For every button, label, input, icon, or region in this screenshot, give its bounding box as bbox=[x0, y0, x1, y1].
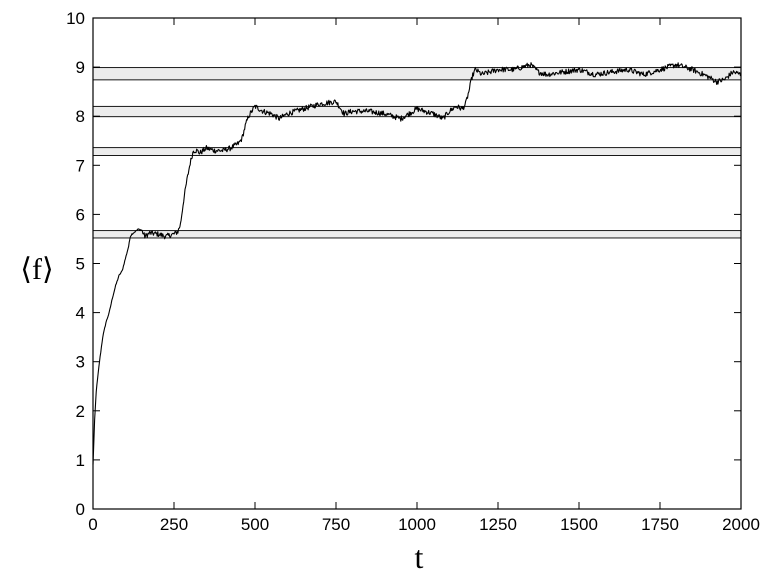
x-axis-label: t bbox=[415, 539, 424, 571]
y-axis-ticks: 0 1 2 3 4 5 6 7 8 9 10 bbox=[66, 9, 741, 519]
y-tick-label: 8 bbox=[76, 107, 85, 126]
y-tick-label: 3 bbox=[76, 353, 85, 372]
y-tick-label: 4 bbox=[76, 304, 85, 323]
y-tick-label: 2 bbox=[76, 402, 85, 421]
y-tick-label: 7 bbox=[76, 156, 85, 175]
x-axis-ticks: 0 250 500 750 1000 1250 1500 1750 2000 bbox=[88, 18, 760, 534]
x-tick-label: 1500 bbox=[560, 515, 598, 534]
x-tick-label: 750 bbox=[322, 515, 350, 534]
y-tick-label: 5 bbox=[76, 255, 85, 274]
y-tick-label: 6 bbox=[76, 205, 85, 224]
y-tick-label: 0 bbox=[76, 500, 85, 519]
x-tick-label: 500 bbox=[241, 515, 269, 534]
x-tick-label: 1250 bbox=[479, 515, 517, 534]
y-tick-label: 9 bbox=[76, 58, 85, 77]
x-tick-label: 2000 bbox=[722, 515, 760, 534]
y-axis-label: ⟨f⟩ bbox=[20, 253, 53, 286]
reference-band-1 bbox=[92, 147, 742, 156]
x-tick-label: 1750 bbox=[641, 515, 679, 534]
reference-bands bbox=[92, 67, 742, 239]
y-tick-label: 10 bbox=[66, 9, 85, 28]
x-tick-label: 1000 bbox=[398, 515, 436, 534]
plot-frame bbox=[92, 17, 742, 510]
y-tick-label: 1 bbox=[76, 451, 85, 470]
x-tick-label: 250 bbox=[160, 515, 188, 534]
x-tick-label: 0 bbox=[88, 515, 97, 534]
series-line bbox=[92, 62, 742, 465]
reference-band-0 bbox=[92, 230, 742, 239]
